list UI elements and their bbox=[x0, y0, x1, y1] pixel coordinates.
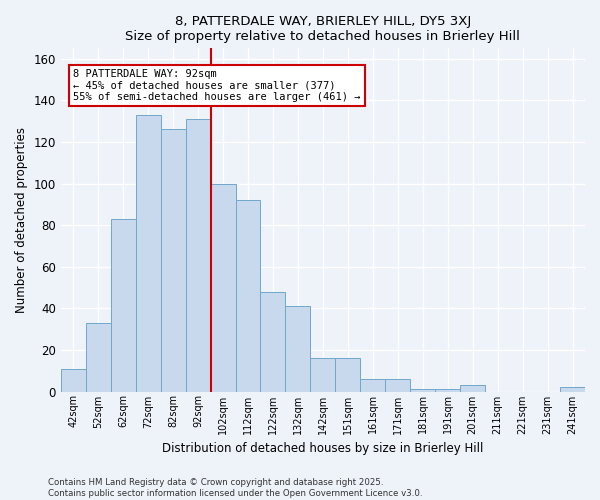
Bar bbox=[385, 379, 410, 392]
Bar bbox=[460, 386, 485, 392]
Bar bbox=[136, 115, 161, 392]
Bar bbox=[310, 358, 335, 392]
Bar bbox=[111, 219, 136, 392]
Bar bbox=[286, 306, 310, 392]
Bar bbox=[161, 130, 185, 392]
Bar bbox=[361, 379, 385, 392]
Bar bbox=[435, 390, 460, 392]
X-axis label: Distribution of detached houses by size in Brierley Hill: Distribution of detached houses by size … bbox=[162, 442, 484, 455]
Title: 8, PATTERDALE WAY, BRIERLEY HILL, DY5 3XJ
Size of property relative to detached : 8, PATTERDALE WAY, BRIERLEY HILL, DY5 3X… bbox=[125, 15, 520, 43]
Bar bbox=[61, 368, 86, 392]
Bar bbox=[211, 184, 236, 392]
Bar bbox=[185, 119, 211, 392]
Bar bbox=[236, 200, 260, 392]
Text: 8 PATTERDALE WAY: 92sqm
← 45% of detached houses are smaller (377)
55% of semi-d: 8 PATTERDALE WAY: 92sqm ← 45% of detache… bbox=[73, 69, 361, 102]
Bar bbox=[86, 323, 111, 392]
Y-axis label: Number of detached properties: Number of detached properties bbox=[15, 127, 28, 313]
Bar bbox=[260, 292, 286, 392]
Bar bbox=[335, 358, 361, 392]
Bar bbox=[410, 390, 435, 392]
Text: Contains HM Land Registry data © Crown copyright and database right 2025.
Contai: Contains HM Land Registry data © Crown c… bbox=[48, 478, 422, 498]
Bar bbox=[560, 388, 585, 392]
